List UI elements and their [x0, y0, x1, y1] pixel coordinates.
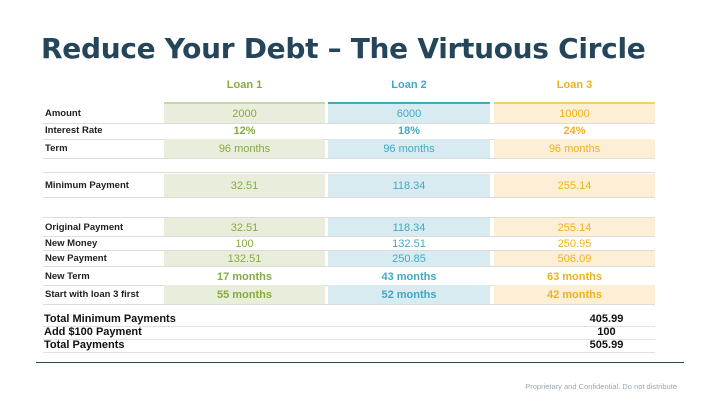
row-label-new-payment: New Payment: [45, 253, 107, 264]
total-value: 505.99: [589, 339, 624, 351]
totals-row-minimum-payments: Total Minimum Payments 405.99: [43, 313, 655, 326]
cell-new-term-loan-1: 17 months: [216, 270, 272, 283]
total-value: 405.99: [589, 313, 624, 325]
cell-term-loan-3: 96 months: [494, 139, 655, 158]
cell-amount-loan-1: 2000: [164, 104, 325, 123]
cell-min-payment-loan-3: 255.14: [494, 174, 655, 197]
row-label-minimum-payment: Minimum Payment: [45, 180, 129, 191]
cell-new-payment-loan-2: 250.85: [328, 251, 490, 266]
cell-orig-payment-loan-3: 255.14: [494, 218, 655, 237]
cell-new-term-loan-3: 63 months: [546, 270, 602, 283]
cell-new-money-loan-3: 250.95: [557, 237, 592, 250]
cell-orig-payment-loan-1: 32.51: [164, 218, 325, 237]
row-divider: [43, 304, 655, 305]
cell-new-payment-loan-1: 132.51: [164, 251, 325, 266]
cell-term-loan-2: 96 months: [328, 139, 490, 158]
cell-amount-loan-3: 10000: [494, 104, 655, 123]
footer-confidential: Proprietary and Confidential. Do not dis…: [525, 382, 677, 391]
cell-new-money-loan-1: 100: [235, 237, 254, 250]
totals-row-add-payment: Add $100 Payment 100: [43, 326, 655, 339]
row-divider: [43, 197, 655, 198]
row-divider: [43, 123, 655, 124]
row-label-new-money: New Money: [45, 238, 98, 249]
row-divider: [43, 236, 655, 237]
section-divider: [43, 172, 655, 173]
cell-interest-loan-3: 24%: [563, 124, 586, 137]
table-row-term: Term 96 months 96 months 96 months: [43, 139, 655, 159]
totals-row-total-payments: Total Payments 505.99: [43, 339, 655, 352]
cell-start-loan3-loan-3: 42 months: [494, 285, 655, 304]
total-label: Total Payments: [44, 339, 125, 351]
row-label-interest-rate: Interest Rate: [45, 125, 103, 136]
row-label-original-payment: Original Payment: [45, 222, 124, 233]
table-row-start-with-loan-3: Start with loan 3 first 55 months 52 mon…: [43, 285, 655, 305]
loan-3-top-rule: [494, 102, 655, 104]
cell-min-payment-loan-2: 118.34: [328, 174, 490, 197]
cell-start-loan3-loan-1: 55 months: [164, 285, 325, 304]
table-row-minimum-payment: Minimum Payment 32.51 118.34 255.14: [43, 174, 655, 198]
row-label-amount: Amount: [45, 108, 81, 119]
column-header-loan-1: Loan 1: [226, 79, 263, 91]
cell-orig-payment-loan-2: 118.34: [328, 218, 490, 237]
table-row-amount: Amount 2000 6000 10000: [43, 104, 655, 124]
table-row-new-payment: New Payment 132.51 250.85 506.09: [43, 251, 655, 267]
page-title: Reduce Your Debt – The Virtuous Circle: [41, 32, 646, 65]
cell-new-term-loan-2: 43 months: [381, 270, 437, 283]
cell-amount-loan-2: 6000: [328, 104, 490, 123]
row-divider: [43, 339, 655, 340]
table-row-interest: Interest Rate 12% 18% 24%: [43, 121, 655, 140]
total-value: 100: [597, 326, 616, 338]
row-divider: [43, 352, 655, 353]
cell-interest-loan-1: 12%: [233, 124, 256, 137]
cell-new-money-loan-2: 132.51: [392, 237, 426, 250]
footer-rule: [36, 362, 684, 363]
row-divider: [43, 326, 655, 327]
row-divider: [43, 158, 655, 159]
table-row-new-term: New Term 17 months 43 months 63 months: [43, 267, 655, 286]
section-divider: [43, 217, 655, 218]
table-row-original-payment: Original Payment 32.51 118.34 255.14: [43, 218, 655, 237]
row-divider: [43, 266, 655, 267]
total-label: Add $100 Payment: [44, 326, 142, 338]
row-label-new-term: New Term: [45, 271, 90, 282]
cell-new-payment-loan-3: 506.09: [494, 251, 655, 266]
cell-term-loan-1: 96 months: [164, 139, 325, 158]
cell-min-payment-loan-1: 32.51: [164, 174, 325, 197]
loan-1-top-rule: [164, 102, 325, 104]
column-header-loan-2: Loan 2: [391, 79, 427, 91]
total-label: Total Minimum Payments: [44, 313, 176, 325]
cell-start-loan3-loan-2: 52 months: [328, 285, 490, 304]
column-header-loan-3: Loan 3: [556, 79, 593, 91]
loan-2-top-rule: [328, 102, 490, 104]
table-row-new-money: New Money 100 132.51 250.95: [43, 236, 655, 251]
row-label-start-with-loan-3: Start with loan 3 first: [45, 289, 139, 300]
row-label-term: Term: [45, 143, 68, 154]
row-divider: [43, 250, 655, 251]
cell-interest-loan-2: 18%: [397, 124, 421, 137]
